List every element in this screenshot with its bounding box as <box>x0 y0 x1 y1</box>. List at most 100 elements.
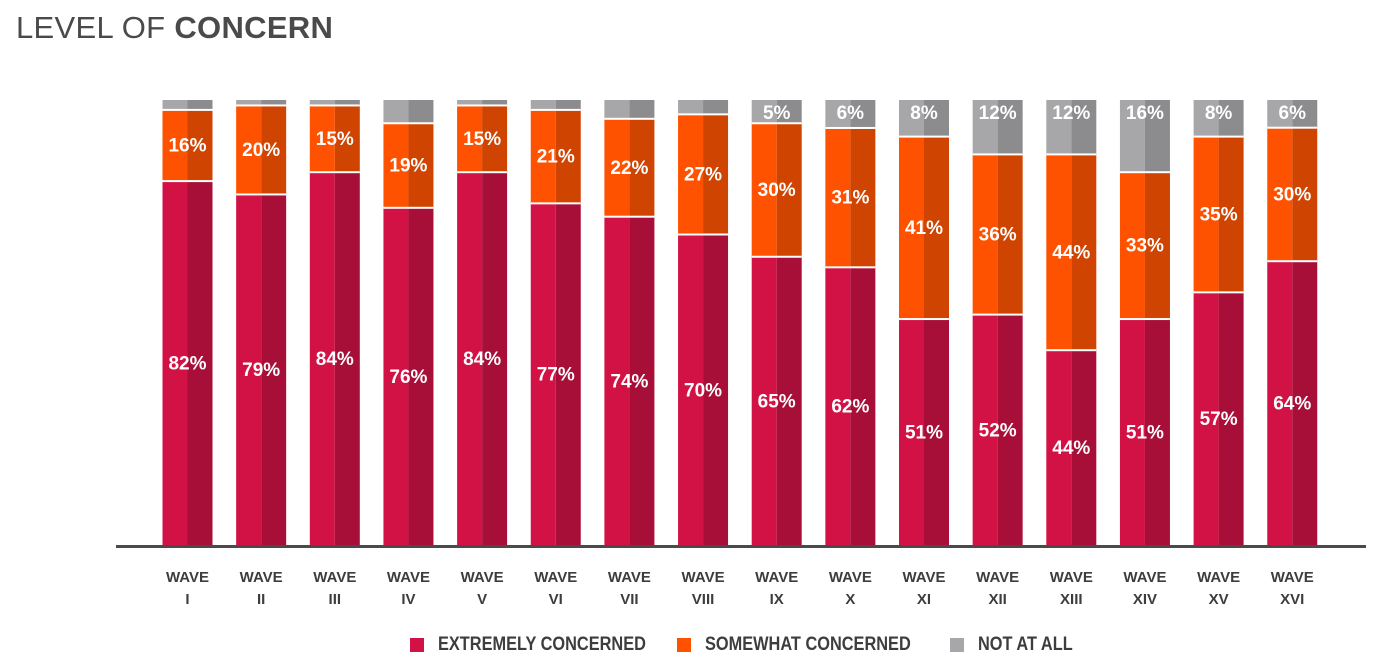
bar-segment-notatall-1 <box>162 100 188 109</box>
data-label-notatall-13: 12% <box>1052 103 1090 124</box>
chart-title: LEVEL OF CONCERN <box>16 10 333 46</box>
legend-item-notatall: NOT AT ALL <box>950 634 1088 656</box>
data-label-somewhat-2: 20% <box>242 140 280 161</box>
x-tick-sublabel-1: I <box>185 591 189 608</box>
bar-segment-shade-notatall-10 <box>850 100 876 127</box>
x-tick-sublabel-16: XVI <box>1280 591 1304 608</box>
bar-segment-extremely-2 <box>236 193 262 545</box>
data-label-somewhat-7: 22% <box>610 158 648 179</box>
data-label-notatall-14: 16% <box>1126 103 1164 124</box>
bar-group-6: 77% 21% <box>530 100 581 545</box>
bar-segment-shade-somewhat-14 <box>1144 171 1170 319</box>
bar-segment-shade-notatall-5 <box>482 100 508 105</box>
bar-segment-shade-notatall-8 <box>703 100 729 114</box>
bar-segment-somewhat-3 <box>309 104 335 172</box>
bar-segment-somewhat-13 <box>1046 153 1072 350</box>
x-tick-label-15: WAVE <box>1197 569 1240 586</box>
bar-segment-shade-somewhat-8 <box>703 113 729 234</box>
x-tick-label-7: WAVE <box>608 569 651 586</box>
bar-segment-shade-somewhat-3 <box>334 104 360 172</box>
data-label-somewhat-3: 15% <box>316 129 354 150</box>
x-tick-label-6: WAVE <box>534 569 577 586</box>
data-label-extremely-4: 76% <box>389 367 427 388</box>
bar-segment-shade-extremely-16 <box>1292 260 1318 545</box>
bar-segment-shade-extremely-7 <box>629 215 655 545</box>
bar-segment-somewhat-6 <box>530 108 556 203</box>
data-label-somewhat-14: 33% <box>1126 236 1164 257</box>
data-label-somewhat-15: 35% <box>1200 204 1238 225</box>
bar-separator-12-1 <box>972 311 1023 316</box>
x-tick-label-4: WAVE <box>387 569 430 586</box>
data-label-somewhat-10: 31% <box>831 188 869 209</box>
data-label-somewhat-5: 15% <box>463 129 501 150</box>
bar-group-4: 76% 19% <box>383 100 434 546</box>
bar-group-11: 51% 41% 8% <box>899 100 949 545</box>
x-tick-sublabel-3: III <box>329 591 342 608</box>
x-axis-line <box>116 545 1366 548</box>
bar-segment-somewhat-10 <box>825 126 851 267</box>
bar-segment-somewhat-15 <box>1193 135 1219 292</box>
legend-label-somewhat: SOMEWHAT CONCERNED <box>705 634 911 655</box>
x-tick-sublabel-5: V <box>477 591 487 608</box>
bar-segment-notatall-6 <box>530 100 556 109</box>
bar-segment-somewhat-1 <box>162 108 188 181</box>
data-label-extremely-10: 62% <box>831 397 869 418</box>
data-label-somewhat-9: 30% <box>758 180 796 201</box>
bar-group-2: 79% 20% <box>236 100 287 545</box>
bar-segment-notatall-5 <box>457 100 483 105</box>
x-tick-sublabel-7: VII <box>620 591 638 608</box>
bar-segment-shade-notatall-16 <box>1292 100 1318 127</box>
bar-segment-notatall-14 <box>1119 100 1145 172</box>
bar-segment-notatall-13 <box>1046 100 1072 154</box>
bar-group-12: 52% 36% 12% <box>972 100 1023 545</box>
data-label-notatall-9: 5% <box>763 103 791 124</box>
bar-segment-extremely-5 <box>457 171 483 545</box>
bar-segment-somewhat-7 <box>604 117 630 216</box>
bar-segment-shade-somewhat-5 <box>482 104 508 172</box>
bar-separator-10-1 <box>825 264 876 269</box>
data-label-notatall-11: 8% <box>910 103 938 124</box>
data-label-somewhat-16: 30% <box>1273 184 1311 205</box>
bar-segment-extremely-12 <box>972 313 998 545</box>
bar-segment-shade-extremely-15 <box>1218 291 1244 545</box>
bar-segment-extremely-10 <box>825 266 851 545</box>
data-label-somewhat-13: 44% <box>1052 242 1090 263</box>
data-label-somewhat-12: 36% <box>979 225 1017 246</box>
data-label-somewhat-4: 19% <box>389 156 427 177</box>
stacked-bar-chart: 82% 16% WAVE I 79% 20% WAVE II 84% 15% WAVE III 76% 1… <box>116 100 1366 608</box>
data-label-somewhat-1: 16% <box>168 136 206 157</box>
bar-segment-shade-extremely-2 <box>261 193 287 545</box>
x-tick-label-10: WAVE <box>829 569 872 586</box>
x-tick-sublabel-6: VI <box>549 591 563 608</box>
bar-segment-shade-extremely-13 <box>1071 349 1097 545</box>
bar-segment-shade-somewhat-6 <box>555 108 581 203</box>
bar-segment-shade-notatall-6 <box>555 100 581 109</box>
x-tick-label-9: WAVE <box>755 569 798 586</box>
bar-segment-shade-extremely-11 <box>924 318 949 545</box>
bar-segment-shade-notatall-14 <box>1144 100 1170 172</box>
legend-swatch-notatall <box>950 638 964 652</box>
data-label-extremely-3: 84% <box>316 349 354 370</box>
bar-group-16: 64% 30% 6% <box>1267 100 1318 545</box>
x-tick-label-11: WAVE <box>902 569 945 586</box>
chart-title-bold: CONCERN <box>174 10 334 45</box>
bar-segment-somewhat-8 <box>678 113 704 234</box>
bar-segment-shade-somewhat-7 <box>629 117 655 216</box>
bar-segment-notatall-4 <box>383 100 409 123</box>
legend-item-somewhat: SOMEWHAT CONCERNED <box>677 634 944 656</box>
bar-group-13: 44% 44% 12% <box>1046 100 1097 545</box>
bar-segment-notatall-10 <box>825 100 851 127</box>
bar-segment-notatall-12 <box>972 100 998 154</box>
x-tick-sublabel-12: XII <box>988 591 1006 608</box>
bar-group-7: 74% 22% <box>604 100 655 545</box>
bar-segment-shade-notatall-12 <box>997 100 1023 154</box>
x-tick-sublabel-11: XI <box>917 591 931 608</box>
x-tick-label-13: WAVE <box>1050 569 1093 586</box>
bar-segment-shade-notatall-11 <box>924 100 949 136</box>
bar-segment-shade-notatall-4 <box>408 100 434 123</box>
bar-segment-shade-somewhat-11 <box>924 135 949 319</box>
bar-group-10: 62% 31% 6% <box>825 100 876 545</box>
data-label-extremely-7: 74% <box>610 371 648 392</box>
x-tick-sublabel-15: XV <box>1209 591 1229 608</box>
data-label-notatall-16: 6% <box>1279 103 1307 124</box>
